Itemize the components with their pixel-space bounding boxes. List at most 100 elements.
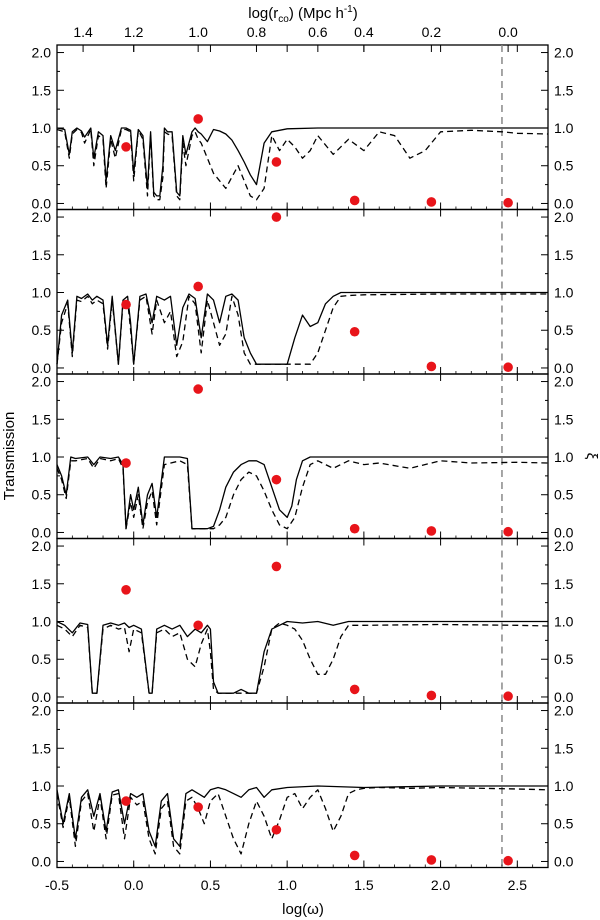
y-tick-label-left: 1.0 xyxy=(32,614,52,630)
y-tick-label-left: 2.0 xyxy=(32,45,52,61)
y-tick-label-left: 0.5 xyxy=(32,816,52,832)
y-tick-label-right: 1.5 xyxy=(554,411,574,427)
y-tick-label-right: 0.5 xyxy=(554,487,574,503)
x-tick-label: 0.5 xyxy=(201,877,221,893)
panel-4-frame xyxy=(56,537,549,704)
y-tick-label-right: 1.0 xyxy=(554,449,574,465)
x-tick-label: 0.0 xyxy=(124,877,144,893)
series-dashed-line xyxy=(56,293,548,365)
y-tick-label-right: 1.5 xyxy=(554,576,574,592)
y-tick-label-left: 2.0 xyxy=(32,374,52,390)
y-tick-label-left: 0.5 xyxy=(32,487,52,503)
y-tick-label-right: 0.5 xyxy=(554,651,574,667)
top-tick-label: 0.4 xyxy=(354,24,374,40)
y-tick-label-left: 0.5 xyxy=(32,322,52,338)
y-tick-label-right: 0.5 xyxy=(554,158,574,174)
y-tick-label-right: 2.0 xyxy=(554,538,574,554)
data-point xyxy=(193,620,203,631)
y-tick-label-right: 1.5 xyxy=(554,740,574,756)
data-point xyxy=(503,855,513,866)
y-tick-label-right: 0.0 xyxy=(554,853,574,869)
right-y-axis-label: ξ xyxy=(583,453,600,460)
panel-3-frame xyxy=(56,373,549,540)
y-tick-label-right: 1.0 xyxy=(554,614,574,630)
series-solid-line xyxy=(56,127,548,197)
x-tick-label: 1.5 xyxy=(354,877,374,893)
y-tick-label-right: 1.5 xyxy=(554,247,574,263)
series-solid-line xyxy=(56,291,548,365)
data-point xyxy=(426,197,437,207)
y-tick-label-right: 2.0 xyxy=(554,45,574,61)
series-dashed-line xyxy=(56,622,549,694)
data-point xyxy=(193,281,203,292)
y-tick-label-right: 2.0 xyxy=(554,209,574,225)
top-tick-label: 0.2 xyxy=(422,24,442,40)
top-tick-label: 1.4 xyxy=(73,24,93,40)
data-point xyxy=(503,362,513,373)
y-tick-label-right: 0.5 xyxy=(554,816,574,832)
y-tick-label-left: 1.5 xyxy=(32,576,52,592)
data-point xyxy=(193,114,203,124)
y-tick-label-left: 0.0 xyxy=(32,689,52,705)
y-tick-label-left: 1.5 xyxy=(32,82,52,98)
y-tick-label-left: 1.5 xyxy=(32,740,52,756)
y-tick-label-right: 0.0 xyxy=(554,195,574,211)
data-point xyxy=(271,212,282,222)
data-point xyxy=(193,802,203,812)
y-tick-label-left: 0.5 xyxy=(32,651,52,667)
data-point xyxy=(503,691,513,702)
y-tick-label-right: 1.0 xyxy=(554,285,574,301)
x-axis-label: log(ω) xyxy=(282,901,324,918)
data-point xyxy=(349,684,360,695)
y-tick-label-right: 1.0 xyxy=(554,778,574,794)
data-point xyxy=(121,585,131,595)
data-point xyxy=(271,824,282,835)
data-point xyxy=(271,561,282,572)
panels-group: 0.0 0.00.5 0.51.0 1.01.5 1.52.0 2.00.0 0.00.5 0… xyxy=(32,24,574,893)
data-point xyxy=(271,157,282,167)
series-solid-line xyxy=(56,785,548,848)
y-tick-label-left: 0.0 xyxy=(32,195,52,211)
y-tick-label-right: 2.0 xyxy=(554,374,574,390)
x-tick-label: -0.5 xyxy=(45,877,69,893)
data-point xyxy=(349,850,360,861)
y-tick-label-right: 2.0 xyxy=(554,703,574,719)
y-tick-label-left: 1.0 xyxy=(32,120,52,136)
y-tick-label-left: 0.0 xyxy=(32,360,52,376)
series-dashed-line xyxy=(56,786,549,855)
series-solid-line xyxy=(56,620,548,694)
y-tick-label-left: 0.0 xyxy=(32,853,52,869)
y-tick-label-left: 0.0 xyxy=(32,524,52,540)
data-point xyxy=(349,523,360,534)
y-tick-label-left: 1.0 xyxy=(32,285,52,301)
y-tick-label-right: 0.0 xyxy=(554,524,574,540)
top-tick-label: 1.0 xyxy=(188,24,208,40)
series-dashed-line xyxy=(56,128,549,201)
data-point xyxy=(121,796,131,806)
y-tick-label-right: 0.0 xyxy=(554,360,574,376)
data-point xyxy=(426,361,437,372)
data-point xyxy=(503,197,513,208)
data-point xyxy=(271,474,282,485)
y-tick-label-left: 1.5 xyxy=(32,411,52,427)
panel-5-frame xyxy=(56,702,549,869)
y-tick-label-right: 0.5 xyxy=(554,322,574,338)
y-tick-label-right: 1.5 xyxy=(554,82,574,98)
top-tick-label: 1.2 xyxy=(124,24,144,40)
left-y-axis-label: Transmission xyxy=(1,412,18,501)
y-tick-label-left: 1.0 xyxy=(32,778,52,794)
x-tick-label: 2.0 xyxy=(431,877,451,893)
y-tick-label-left: 1.0 xyxy=(32,449,52,465)
top-tick-label: 0.0 xyxy=(498,24,518,40)
data-point xyxy=(121,299,131,310)
series-solid-line xyxy=(56,456,548,530)
panel-2-frame xyxy=(56,208,549,375)
data-point xyxy=(426,855,437,865)
data-point xyxy=(349,195,360,206)
y-tick-label-left: 2.0 xyxy=(32,538,52,554)
y-tick-label-left: 0.5 xyxy=(32,158,52,174)
top-tick-label: 0.8 xyxy=(247,24,267,40)
x-tick-label: 2.5 xyxy=(508,877,528,893)
data-point xyxy=(121,458,131,468)
